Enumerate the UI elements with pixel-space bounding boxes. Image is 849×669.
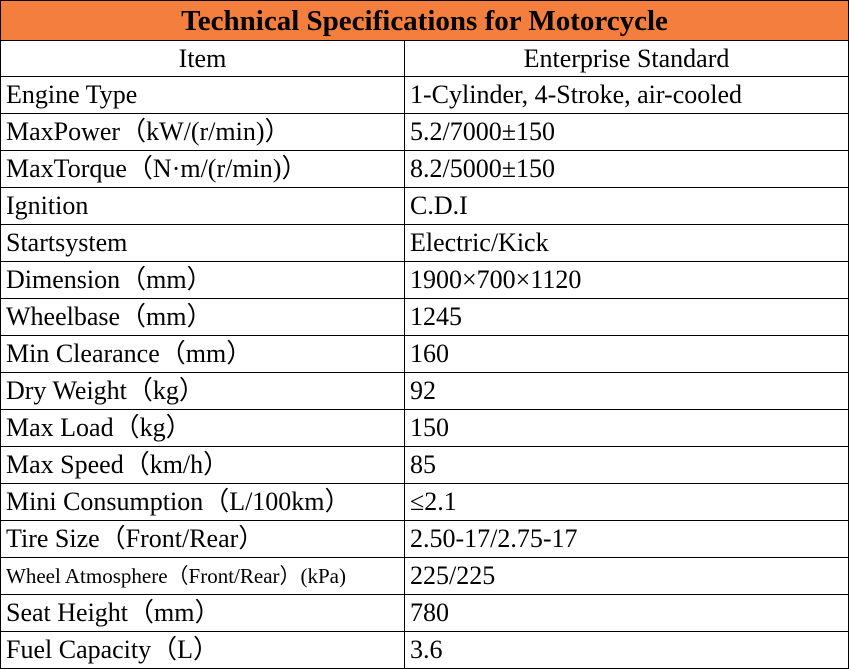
table-row: MaxPower（kW/(r/min)） 5.2/7000±150 [0,113,849,151]
row-label: Engine Type [0,76,405,114]
table-row: Startsystem Electric/Kick [0,224,849,262]
row-value: C.D.I [404,187,849,225]
table-row: Wheel Atmosphere（Front/Rear）(kPa) 225/22… [0,557,849,595]
row-value: 2.50-17/2.75-17 [404,520,849,558]
row-label: Seat Height（mm） [0,594,405,632]
row-value: 8.2/5000±150 [404,150,849,188]
row-label: Dry Weight（kg） [0,372,405,410]
row-label: Fuel Capacity（L） [0,631,405,669]
row-label: Min Clearance（mm） [0,335,405,373]
table-row: Wheelbase（mm） 1245 [0,298,849,336]
row-value: ≤2.1 [404,483,849,521]
row-value: 160 [404,335,849,373]
table-row: Seat Height（mm） 780 [0,594,849,632]
row-label: MaxTorque（N·m/(r/min)） [0,150,405,188]
table-row: Ignition C.D.I [0,187,849,225]
title-row: Technical Specifications for Motorcycle [0,0,849,41]
header-row: Item Enterprise Standard [0,40,849,77]
row-label: Wheel Atmosphere（Front/Rear）(kPa) [0,557,405,595]
table-row: Min Clearance（mm） 160 [0,335,849,373]
row-label: Mini Consumption（L/100km） [0,483,405,521]
table-row: Engine Type 1-Cylinder, 4-Stroke, air-co… [0,76,849,114]
row-label: Max Speed（km/h） [0,446,405,484]
row-value: 1-Cylinder, 4-Stroke, air-cooled [404,76,849,114]
row-value: 225/225 [404,557,849,595]
row-value: 92 [404,372,849,410]
row-label: Max Load（kg） [0,409,405,447]
row-label: Tire Size（Front/Rear） [0,520,405,558]
table-row: Mini Consumption（L/100km） ≤2.1 [0,483,849,521]
row-label: MaxPower（kW/(r/min)） [0,113,405,151]
table-row: Dimension（mm） 1900×700×1120 [0,261,849,299]
column-header-standard: Enterprise Standard [404,40,849,77]
row-value: 1900×700×1120 [404,261,849,299]
table-row: Fuel Capacity（L） 3.6 [0,631,849,669]
row-value: 3.6 [404,631,849,669]
row-value: 5.2/7000±150 [404,113,849,151]
column-header-item: Item [0,40,405,77]
table-row: Dry Weight（kg） 92 [0,372,849,410]
row-value: 780 [404,594,849,632]
table-row: Max Speed（km/h） 85 [0,446,849,484]
row-value: 85 [404,446,849,484]
table-row: MaxTorque（N·m/(r/min)） 8.2/5000±150 [0,150,849,188]
row-value: Electric/Kick [404,224,849,262]
row-label: Dimension（mm） [0,261,405,299]
table-title: Technical Specifications for Motorcycle [0,0,849,41]
row-value: 1245 [404,298,849,336]
table-row: Max Load（kg） 150 [0,409,849,447]
row-label: Wheelbase（mm） [0,298,405,336]
row-label: Startsystem [0,224,405,262]
row-value: 150 [404,409,849,447]
row-label: Ignition [0,187,405,225]
table-row: Tire Size（Front/Rear） 2.50-17/2.75-17 [0,520,849,558]
